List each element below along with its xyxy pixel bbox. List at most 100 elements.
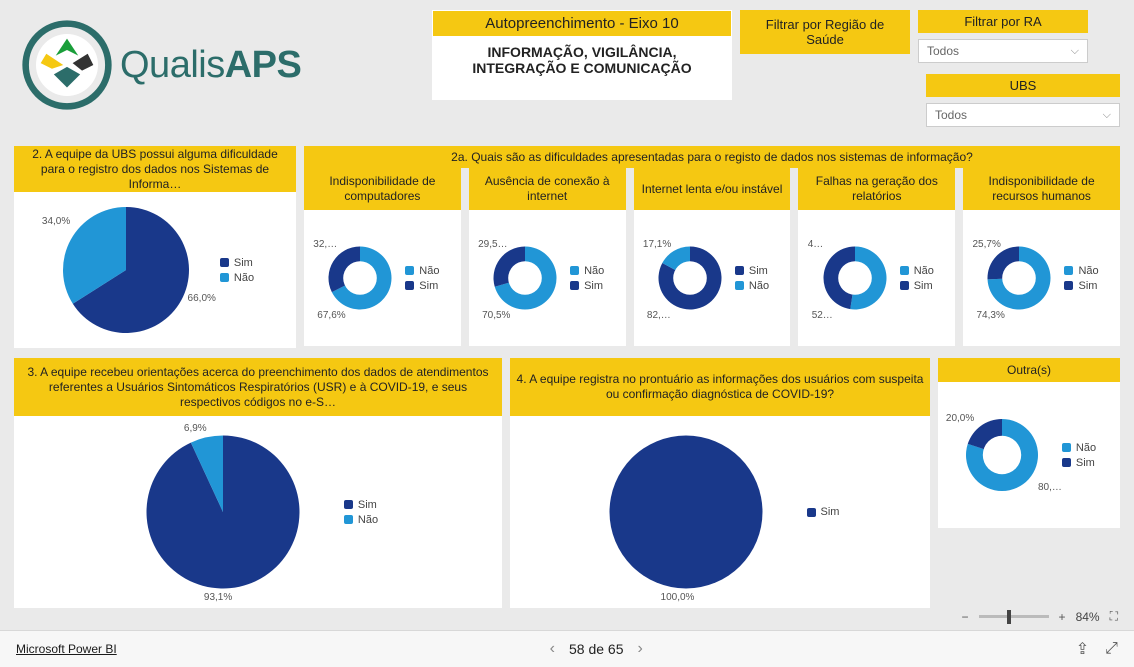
- pct-label: 74,3%: [976, 310, 1004, 321]
- legend-swatch: [570, 266, 579, 275]
- chart-q2a-donut[interactable]: [655, 243, 725, 313]
- legend-q2: Sim Não: [220, 254, 254, 287]
- pct-label: 17,1%: [643, 239, 671, 250]
- legend-item: Não: [220, 272, 254, 284]
- card-q2a-2: Internet lenta e/ou instável 17,1% 82,… …: [634, 168, 791, 346]
- zoom-value: 84%: [1076, 610, 1100, 624]
- fit-page-icon[interactable]: ⛶: [1110, 609, 1118, 624]
- legend-label: Não: [419, 265, 439, 277]
- legend-swatch: [220, 258, 229, 267]
- chart-q2a-donut[interactable]: [984, 243, 1054, 313]
- filter-ubs-label: UBS: [926, 74, 1120, 97]
- chart-outras-donut[interactable]: [962, 415, 1042, 495]
- chart-q4-pie[interactable]: [601, 427, 771, 597]
- legend-outras: Não Sim: [1062, 439, 1096, 472]
- card-q2-title: 2. A equipe da UBS possui alguma dificul…: [14, 146, 296, 192]
- next-page-button[interactable]: ›: [637, 640, 642, 658]
- title-subtitle: INFORMAÇÃO, VIGILÂNCIA, INTEGRAÇÃO E COM…: [433, 36, 731, 84]
- chart-q2a-donut[interactable]: [490, 243, 560, 313]
- zoom-control[interactable]: − + 84% ⛶: [962, 609, 1118, 624]
- legend-q4: Sim: [807, 503, 840, 521]
- legend-label: Não: [1076, 442, 1096, 454]
- legend-swatch: [735, 266, 744, 275]
- fullscreen-icon[interactable]: ⤢: [1105, 640, 1118, 658]
- legend-swatch: [900, 281, 909, 290]
- legend-swatch: [900, 266, 909, 275]
- legend-item: Não: [1062, 442, 1096, 454]
- logo-block: QualisAPS: [14, 10, 424, 120]
- legend-swatch: [344, 515, 353, 524]
- zoom-slider[interactable]: [979, 615, 1049, 618]
- legend-label: Sim: [1076, 457, 1095, 469]
- legend-item: Não: [900, 265, 934, 277]
- logo-text: QualisAPS: [120, 44, 301, 87]
- dashboard-title: Autopreenchimento - Eixo 10 INFORMAÇÃO, …: [432, 10, 732, 100]
- card-q2a-title: Indisponibilidade de recursos humanos: [963, 168, 1120, 210]
- legend-swatch: [807, 508, 816, 517]
- card-outras-title: Outra(s): [938, 358, 1120, 382]
- legend-swatch: [735, 281, 744, 290]
- card-q2a-1: Ausência de conexão à internet 29,5… 70,…: [469, 168, 626, 346]
- legend-label: Sim: [234, 257, 253, 269]
- legend-swatch: [344, 500, 353, 509]
- pct-label: 25,7%: [972, 239, 1000, 250]
- legend-swatch: [1064, 266, 1073, 275]
- chart-q3-pie[interactable]: [138, 427, 308, 597]
- legend-label: Não: [234, 272, 254, 284]
- title-highlight: Autopreenchimento - Eixo 10: [433, 11, 731, 36]
- filter-regiao-label: Filtrar por Região de Saúde: [740, 10, 910, 54]
- zoom-out-icon[interactable]: −: [962, 610, 969, 624]
- chevron-down-icon: ⌵: [1071, 45, 1079, 58]
- card-outras: Outra(s) 20,0% 80,… Não Sim: [938, 358, 1120, 528]
- legend-item: Sim: [570, 280, 604, 292]
- page-indicator: 58 de 65: [569, 641, 624, 657]
- legend-label: Sim: [584, 280, 603, 292]
- chart-q2-pie[interactable]: [56, 200, 196, 340]
- legend-q2a: Não Sim: [405, 262, 439, 295]
- legend-q2a: SimNão: [735, 262, 769, 295]
- card-q2a-3: Falhas na geração dos relatórios 4… 52… …: [798, 168, 955, 346]
- prev-page-button[interactable]: ‹: [550, 640, 555, 658]
- pct-label: 20,0%: [946, 413, 974, 424]
- legend-item: Não: [735, 280, 769, 292]
- card-q2: 2. A equipe da UBS possui alguma dificul…: [14, 146, 296, 348]
- status-bar: Microsoft Power BI ‹ 58 de 65 › ⇪ ⤢: [0, 630, 1134, 667]
- pct-label: 29,5…: [478, 239, 507, 250]
- legend-item: Sim: [220, 257, 254, 269]
- filter-ra-value: Todos: [927, 44, 959, 58]
- legend-label: Sim: [1078, 280, 1097, 292]
- legend-label: Não: [584, 265, 604, 277]
- legend-label: Sim: [914, 280, 933, 292]
- card-q2a-title: Ausência de conexão à internet: [469, 168, 626, 210]
- filter-ubs-dropdown[interactable]: Todos ⌵: [926, 103, 1120, 127]
- card-q4: 4. A equipe registra no prontuário as in…: [510, 358, 930, 608]
- legend-label: Não: [358, 514, 378, 526]
- chart-q2a-donut[interactable]: [820, 243, 890, 313]
- legend-item: Sim: [1062, 457, 1096, 469]
- legend-swatch: [405, 266, 414, 275]
- card-q2a-4: Indisponibilidade de recursos humanos 25…: [963, 168, 1120, 346]
- share-icon[interactable]: ⇪: [1076, 639, 1089, 659]
- legend-q2a: Não Sim: [570, 262, 604, 295]
- pct-label: 66,0%: [188, 293, 216, 304]
- chart-q2a-donut[interactable]: [325, 243, 395, 313]
- powerbi-link[interactable]: Microsoft Power BI: [16, 642, 117, 656]
- legend-swatch: [220, 273, 229, 282]
- pct-label: 70,5%: [482, 310, 510, 321]
- legend-label: Não: [914, 265, 934, 277]
- pct-label: 80,…: [1038, 482, 1062, 493]
- card-q2a-title: Falhas na geração dos relatórios: [798, 168, 955, 210]
- legend-swatch: [1062, 458, 1071, 467]
- pct-label: 32,…: [313, 239, 337, 250]
- chevron-down-icon: ⌵: [1103, 109, 1111, 122]
- card-q4-title: 4. A equipe registra no prontuário as in…: [510, 358, 930, 416]
- legend-q2a: NãoSim: [1064, 262, 1098, 295]
- legend-swatch: [1062, 443, 1071, 452]
- legend-label: Sim: [419, 280, 438, 292]
- zoom-in-icon[interactable]: +: [1059, 610, 1066, 624]
- legend-item: Não: [344, 514, 378, 526]
- legend-swatch: [405, 281, 414, 290]
- pct-label: 4…: [808, 239, 824, 250]
- filter-ra-dropdown[interactable]: Todos ⌵: [918, 39, 1088, 63]
- legend-swatch: [570, 281, 579, 290]
